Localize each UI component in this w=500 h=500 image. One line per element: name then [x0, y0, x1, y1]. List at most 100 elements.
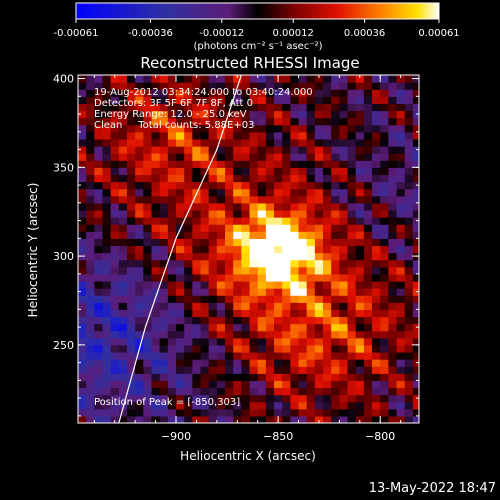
heatmap-cell: [86, 138, 95, 147]
heatmap-cell: [290, 82, 300, 90]
heatmap-cell: [380, 209, 389, 218]
heatmap-cell: [372, 202, 381, 211]
heatmap-cell: [233, 259, 242, 268]
heatmap-cell: [339, 316, 349, 325]
heatmap-cell: [78, 323, 87, 332]
heatmap-cell: [412, 387, 419, 396]
heatmap-cell: [290, 195, 300, 204]
heatmap-cell: [176, 209, 185, 218]
heatmap-cell: [396, 295, 406, 303]
heatmap-cell: [86, 195, 95, 204]
heatmap-cell: [102, 288, 112, 296]
heatmap-cell: [388, 238, 398, 247]
heatmap-cell: [78, 309, 87, 318]
heatmap-cell: [241, 174, 251, 183]
heatmap-cell: [208, 224, 218, 232]
heatmap-cell: [265, 387, 275, 396]
heatmap-cell: [363, 174, 373, 183]
heatmap-cell: [363, 401, 373, 410]
heatmap-cell: [282, 309, 291, 318]
heatmap-cell: [404, 295, 414, 303]
heatmap-cell: [167, 359, 177, 367]
heatmap-cell: [282, 344, 291, 353]
heatmap-cell: [94, 394, 104, 403]
heatmap-cell: [143, 351, 153, 360]
heatmap-cell: [86, 273, 95, 282]
heatmap-cell: [282, 266, 291, 275]
heatmap-cell: [290, 153, 300, 161]
heatmap-cell: [94, 373, 104, 381]
heatmap-cell: [110, 366, 120, 374]
heatmap-cell: [249, 323, 259, 332]
heatmap-cell: [323, 174, 332, 183]
heatmap-cell: [282, 146, 291, 154]
heatmap-cell: [412, 238, 419, 247]
heatmap-cell: [94, 231, 104, 239]
heatmap-cell: [372, 330, 381, 339]
heatmap-cell: [118, 351, 128, 360]
heatmap-cell: [388, 366, 398, 374]
heatmap-cell: [363, 359, 373, 367]
heatmap-cell: [265, 188, 275, 197]
heatmap-cell: [314, 181, 324, 190]
heatmap-cell: [143, 380, 153, 389]
heatmap-cell: [241, 394, 251, 403]
heatmap-cell: [151, 110, 161, 119]
heatmap-cell: [102, 209, 112, 218]
x-tick-label: −900: [161, 430, 191, 443]
heatmap-cell: [176, 89, 185, 97]
heatmap-cell: [110, 316, 120, 325]
heatmap-cell: [184, 138, 193, 147]
heatmap-cell: [143, 252, 153, 261]
heatmap-cell: [314, 202, 324, 211]
heatmap-cell: [363, 117, 373, 126]
heatmap-cell: [151, 188, 161, 197]
heatmap-cell: [306, 280, 316, 289]
heatmap-cell: [94, 330, 104, 339]
heatmap-cell: [192, 259, 202, 268]
heatmap-cell: [78, 366, 87, 374]
heatmap-cell: [412, 309, 419, 318]
heatmap-cell: [167, 415, 177, 423]
heatmap-cell: [249, 351, 259, 360]
heatmap-cell: [241, 323, 251, 332]
heatmap-cell: [298, 110, 308, 119]
heatmap-cell: [249, 359, 259, 367]
heatmap-cell: [314, 309, 324, 318]
heatmap-cell: [118, 209, 128, 218]
heatmap-cell: [249, 373, 259, 381]
heatmap-cell: [241, 195, 251, 204]
heatmap-cell: [339, 195, 349, 204]
heatmap-cell: [241, 252, 251, 261]
heatmap-cell: [127, 330, 136, 339]
heatmap-cell: [257, 408, 267, 417]
heatmap-cell: [118, 167, 128, 176]
heatmap-cell: [200, 394, 210, 403]
heatmap-cell: [249, 394, 259, 403]
heatmap-cell: [151, 96, 161, 105]
heatmap-cell: [355, 373, 365, 381]
heatmap-cell: [404, 359, 414, 367]
heatmap-cell: [135, 323, 144, 332]
heatmap-cell: [78, 259, 87, 268]
heatmap-cell: [363, 124, 373, 133]
heatmap-cell: [78, 351, 87, 360]
heatmap-cell: [388, 252, 398, 261]
heatmap-cell: [282, 181, 291, 190]
heatmap-cell: [306, 96, 316, 105]
heatmap-cell: [339, 259, 349, 268]
heatmap-cell: [176, 181, 185, 190]
heatmap-cell: [151, 252, 161, 261]
heatmap-cell: [135, 195, 144, 204]
heatmap-cell: [331, 280, 340, 289]
heatmap-cell: [282, 202, 291, 211]
heatmap-cell: [380, 387, 389, 396]
heatmap-cell: [372, 124, 381, 133]
heatmap-cell: [249, 280, 259, 289]
heatmap-cell: [363, 89, 373, 97]
heatmap-cell: [404, 231, 414, 239]
heatmap-cell: [225, 316, 234, 325]
heatmap-cell: [290, 309, 300, 318]
heatmap-cell: [298, 224, 308, 232]
heatmap-cell: [127, 323, 136, 332]
